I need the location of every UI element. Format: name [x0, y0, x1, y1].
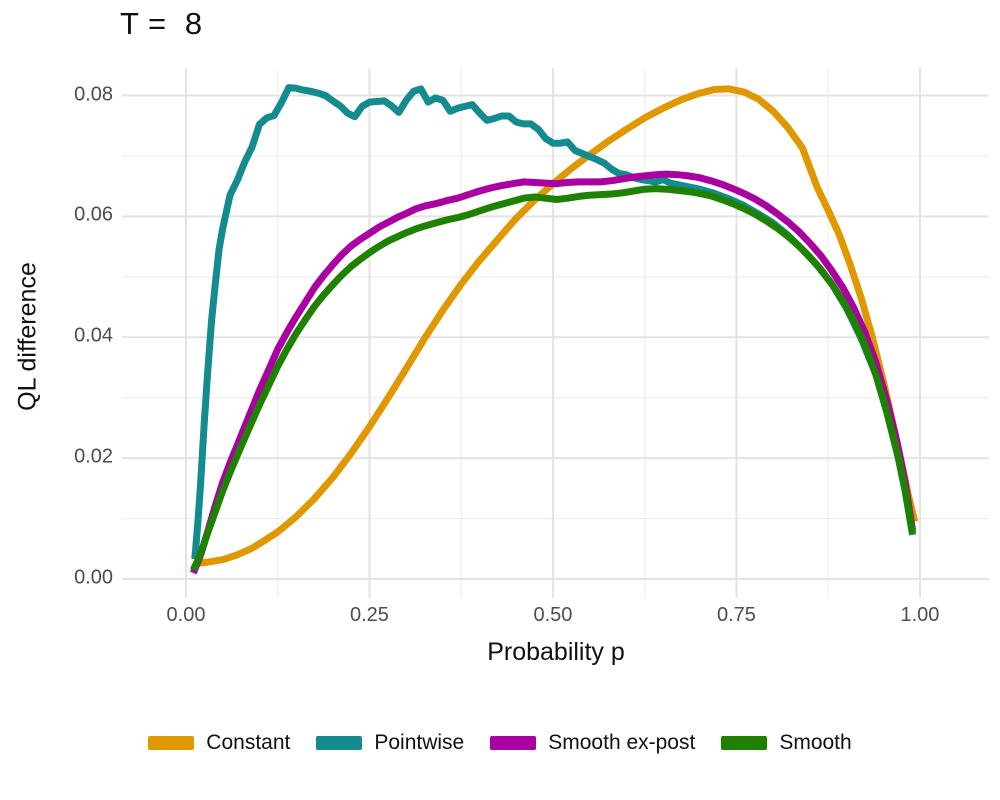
- series-line-smooth: [190, 185, 917, 572]
- legend-label: Smooth: [779, 731, 852, 754]
- y-tick-label: 0.08: [74, 83, 113, 106]
- x-tick-label: 0.50: [533, 604, 573, 626]
- y-tick-label: 0.00: [74, 566, 113, 589]
- y-axis-title: QL difference: [13, 262, 42, 411]
- legend-key-swatch: [316, 736, 363, 750]
- y-tick-label: 0.04: [74, 324, 113, 347]
- x-tick-label: 0.75: [716, 604, 756, 626]
- legend-item-pointwise: Pointwise: [316, 731, 464, 755]
- y-tick-label: 0.02: [74, 445, 113, 468]
- x-tick-label: 1.00: [900, 604, 940, 626]
- y-tick-label: 0.06: [74, 203, 113, 226]
- legend-item-smooth-ex-post: Smooth ex-post: [490, 731, 695, 755]
- legend-key-swatch: [490, 736, 537, 750]
- legend-item-constant: Constant: [148, 731, 290, 755]
- legend-item-smooth: Smooth: [721, 731, 852, 755]
- legend-label: Constant: [206, 731, 291, 754]
- x-axis-title: Probability p: [487, 638, 625, 666]
- x-tick-label: 0.00: [166, 604, 206, 626]
- legend-label: Pointwise: [374, 731, 465, 754]
- series-line-constant: [196, 85, 919, 567]
- legend-label: Smooth ex-post: [548, 731, 696, 754]
- x-tick-label: 0.25: [350, 604, 389, 626]
- legend: Constant Pointwise Smooth ex-post Smooth: [0, 726, 1000, 760]
- legend-key-swatch: [148, 736, 195, 750]
- series-line-smooth-ex-post: [190, 170, 917, 575]
- page-title: T = 8: [120, 6, 203, 41]
- legend-key-swatch: [721, 736, 768, 750]
